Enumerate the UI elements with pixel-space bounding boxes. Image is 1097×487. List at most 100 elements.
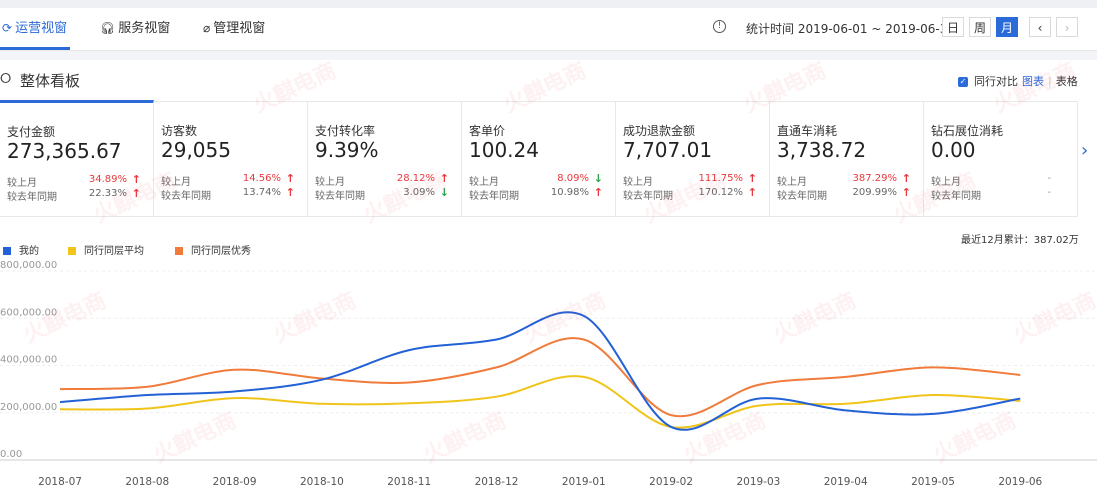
section-title: 整体看板	[20, 72, 81, 90]
arrow-down-icon: ↓	[439, 186, 449, 199]
metric-mom-row: 较上月 28.12% ↑	[315, 172, 449, 188]
active-tab-indicator	[0, 47, 70, 50]
stat-time: 统计时间 2019-06-01 ~ 2019-06-30	[746, 22, 955, 36]
metric-title: 客单价	[469, 124, 506, 138]
arrow-up-icon: ↑	[747, 186, 757, 199]
metric-mom-label: 较上月	[931, 177, 961, 188]
series-line-2	[59, 337, 1021, 418]
view-chart-toggle[interactable]: 图表	[1022, 75, 1044, 88]
metric-mom-row: 较上月 -	[931, 173, 1065, 188]
period-month-button[interactable]: 月	[996, 17, 1018, 37]
arrow-up-icon: ↑	[747, 172, 757, 185]
metric-mom-value: 14.56%	[242, 173, 281, 184]
view-table-toggle[interactable]: 表格	[1055, 75, 1078, 88]
x-tick-label: 2018-09	[213, 476, 257, 487]
metric-value: 0.00	[931, 138, 976, 162]
metric-value: 29,055	[161, 138, 231, 162]
tab-service[interactable]: 🎧︎ 服务视窗	[100, 8, 170, 50]
y-tick-label: 0.00	[0, 449, 22, 460]
metric-yoy-label: 较去年同期	[315, 191, 365, 202]
metric-value: 273,365.67	[7, 139, 122, 163]
metric-yoy-value: 3.09%	[403, 187, 435, 198]
metric-card[interactable]: 访客数 29,055 较上月 14.56% ↑ 较去年同期 13.74% ↑	[154, 102, 308, 216]
arrow-down-icon: ↓	[593, 172, 603, 185]
info-icon[interactable]: !	[713, 20, 726, 33]
metric-mom-value: 8.09%	[557, 173, 589, 184]
metric-yoy-row: 较去年同期 3.09% ↓	[315, 186, 449, 202]
metric-yoy-label: 较去年同期	[931, 191, 981, 202]
metric-yoy-row: 较去年同期 10.98% ↑	[469, 186, 603, 202]
annual-total: 最近12月累计：387.02万	[961, 235, 1079, 246]
metric-yoy-label: 较去年同期	[469, 191, 519, 202]
metric-mom-row: 较上月 387.29% ↑	[777, 172, 911, 188]
metric-value: 9.39%	[315, 138, 379, 162]
period-day-button[interactable]: 日	[942, 17, 964, 37]
loop-icon: ⟳	[2, 21, 13, 35]
metric-mom-label: 较上月	[777, 177, 807, 188]
metric-value: 100.24	[469, 138, 539, 162]
metric-yoy-label: 较去年同期	[623, 191, 673, 202]
metric-card[interactable]: 成功退款金额 7,707.01 较上月 111.75% ↑ 较去年同期 170.12% ↑	[616, 102, 770, 216]
x-tick-label: 2019-02	[649, 476, 693, 487]
metric-title: 成功退款金额	[623, 124, 696, 138]
metric-value: 3,738.72	[777, 138, 867, 162]
metric-title: 支付金额	[7, 125, 56, 139]
period-week-button[interactable]: 周	[969, 17, 991, 37]
metric-title: 访客数	[161, 124, 198, 138]
metric-mom-row: 较上月 8.09% ↓	[469, 172, 603, 188]
x-tick-label: 2019-01	[562, 476, 606, 487]
metric-mom-label: 较上月	[7, 178, 37, 189]
metric-card[interactable]: 支付转化率 9.39% 较上月 28.12% ↑ 较去年同期 3.09% ↓	[308, 102, 462, 216]
x-tick-label: 2019-05	[911, 476, 955, 487]
top-nav: ⟳ 运营视窗 🎧︎ 服务视窗 ⌀ 管理视窗	[0, 8, 1097, 51]
prev-period-button[interactable]: ‹	[1029, 17, 1051, 37]
metric-yoy-value: 209.99%	[852, 187, 898, 198]
compare-controls: ✓ 同行对比 图表 | 表格	[958, 73, 1078, 89]
layers-icon: ⭘	[0, 71, 12, 87]
legend-label: 同行同层平均	[84, 246, 144, 257]
metric-mom-row: 较上月 111.75% ↑	[623, 172, 757, 188]
x-tick-label: 2019-03	[736, 476, 780, 487]
metric-card[interactable]: 钻石展位消耗 0.00 较上月 - 较去年同期 -	[924, 102, 1078, 216]
metric-mom-label: 较上月	[161, 177, 191, 188]
metric-card[interactable]: 客单价 100.24 较上月 8.09% ↓ 较去年同期 10.98% ↑	[462, 102, 616, 216]
tab-operations[interactable]: ⟳ 运营视窗	[2, 8, 67, 50]
tab-operations-label: 运营视窗	[15, 21, 68, 36]
legend-label: 同行同层优秀	[191, 246, 251, 257]
metric-yoy-row: 较去年同期 22.33% ↑	[7, 187, 141, 203]
compare-checkbox[interactable]: ✓	[958, 77, 968, 87]
headset-icon: 🎧︎	[100, 21, 116, 35]
chevron-right-icon: ›	[1064, 21, 1070, 35]
metric-yoy-label: 较去年同期	[161, 191, 211, 202]
next-period-button[interactable]: ›	[1056, 17, 1078, 37]
x-tick-label: 2019-06	[998, 476, 1042, 487]
tab-management[interactable]: ⌀ 管理视窗	[203, 8, 265, 50]
cards-next-icon[interactable]: ›	[1081, 140, 1089, 161]
metric-yoy-row: 较去年同期 13.74% ↑	[161, 186, 295, 202]
metric-mom-label: 较上月	[315, 177, 345, 188]
metric-yoy-value: -	[1047, 187, 1051, 198]
y-tick-label: 200,000.00	[0, 402, 57, 413]
legend-label: 我的	[19, 246, 39, 257]
arrow-up-icon: ↑	[285, 172, 295, 185]
line-chart: 800,000.00 600,000.00 400,000.00 200,000.00…	[0, 260, 1097, 487]
metric-value: 7,707.01	[623, 138, 713, 162]
legend-item[interactable]: 我的	[3, 242, 39, 257]
y-tick-label: 600,000.00	[0, 307, 57, 318]
metric-mom-value: -	[1047, 173, 1051, 184]
legend-item[interactable]: 同行同层平均	[68, 242, 144, 257]
metric-card[interactable]: 支付金额 273,365.67 较上月 34.89% ↑ 较去年同期 22.33% ↑	[0, 100, 154, 216]
legend-item[interactable]: 同行同层优秀	[175, 242, 251, 257]
metric-card[interactable]: 直通车消耗 3,738.72 较上月 387.29% ↑ 较去年同期 209.99% ↑	[770, 102, 924, 216]
section-header: ⭘ 整体看板	[0, 60, 1097, 100]
series-line-1	[59, 375, 1021, 429]
view-separator: |	[1048, 75, 1052, 88]
tab-service-label: 服务视窗	[118, 21, 171, 36]
metric-mom-value: 111.75%	[698, 173, 744, 184]
x-tick-label: 2018-08	[125, 476, 169, 487]
x-tick-label: 2019-04	[824, 476, 868, 487]
metric-title: 支付转化率	[315, 124, 376, 138]
metric-title: 直通车消耗	[777, 124, 838, 138]
metric-yoy-value: 22.33%	[88, 188, 127, 199]
metric-yoy-value: 10.98%	[550, 187, 589, 198]
